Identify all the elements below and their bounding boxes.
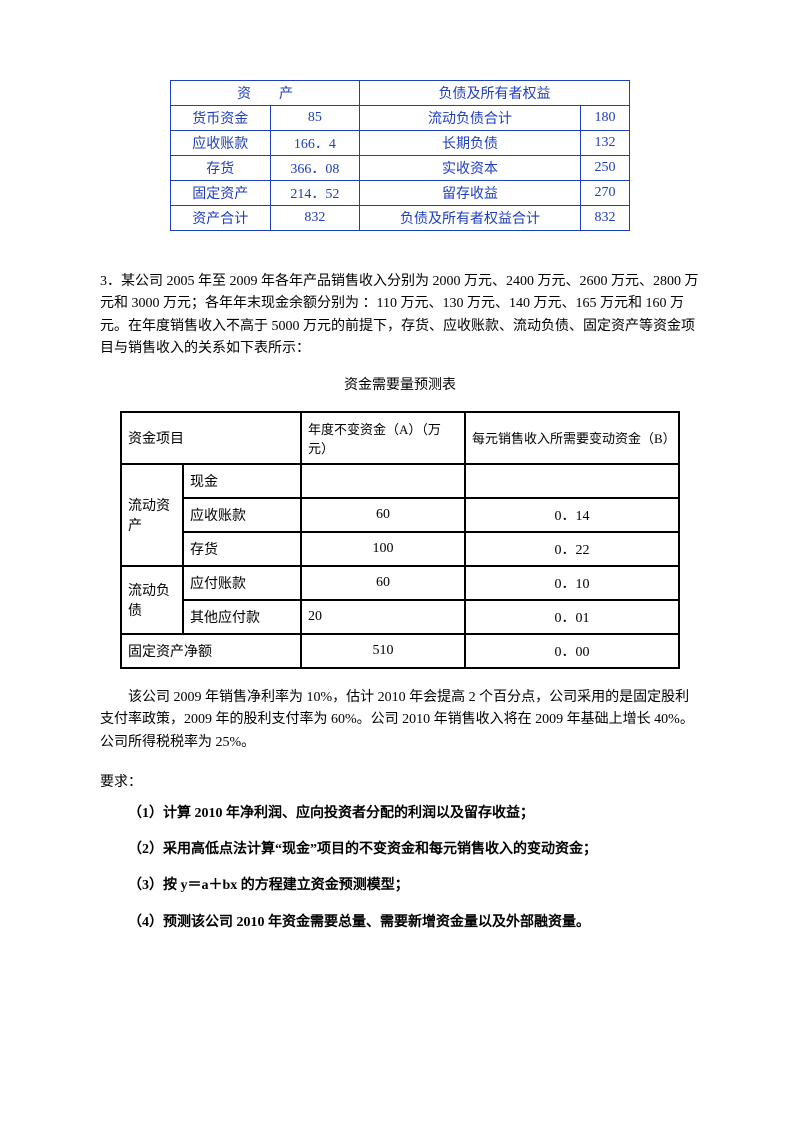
t2-group2: 流动负债 — [122, 567, 182, 633]
t1-header-left: 资 产 — [171, 81, 360, 106]
req-3: （3）按 y＝a＋bx 的方程建立资金预测模型； — [100, 875, 700, 897]
table2-title: 资金需要量预测表 — [100, 375, 700, 397]
requirements-label: 要求： — [100, 772, 700, 794]
req-4: （4）预测该公司 2010 年资金需要总量、需要新增资金量以及外部融资量。 — [100, 912, 700, 934]
balance-sheet-table: 资 产 负债及所有者权益 货币资金 85 流动负债合计 180 应收账款 166… — [170, 80, 630, 231]
t2-col-item: 资金项目 — [122, 413, 300, 463]
t1-header-right: 负债及所有者权益 — [360, 81, 630, 106]
table-row: 流动资产 现金 — [122, 465, 678, 497]
table-row: 流动负债 应付账款 60 0．10 — [122, 567, 678, 599]
table-row: 固定资产净额 510 0．00 — [122, 635, 678, 667]
table-row: 资产合计 832 负债及所有者权益合计 832 — [171, 206, 630, 231]
forecast-table: 资金项目 年度不变资金（A）（万元） 每元销售收入所需要变动资金（B） 流动资产… — [120, 411, 680, 669]
t2-group1: 流动资产 — [122, 465, 182, 565]
table-row: 存货 100 0．22 — [122, 533, 678, 565]
req-1: （1）计算 2010 年净利润、应向投资者分配的利润以及留存收益； — [100, 803, 700, 825]
req-2: （2）采用高低点法计算“现金”项目的不变资金和每元销售收入的变动资金； — [100, 839, 700, 861]
question-3-text: 3．某公司 2005 年至 2009 年各年产品销售收入分别为 2000 万元、… — [100, 271, 700, 361]
table-row: 货币资金 85 流动负债合计 180 — [171, 106, 630, 131]
t2-col-b: 每元销售收入所需要变动资金（B） — [466, 413, 678, 463]
t2-col-a: 年度不变资金（A）（万元） — [302, 413, 464, 463]
paragraph-after-t2: 该公司 2009 年销售净利率为 10%，估计 2010 年会提高 2 个百分点… — [100, 687, 700, 754]
table-row: 固定资产 214．52 留存收益 270 — [171, 181, 630, 206]
table-row: 应收账款 60 0．14 — [122, 499, 678, 531]
table-row: 其他应付款 20 0．01 — [122, 601, 678, 633]
table-row: 存货 366．08 实收资本 250 — [171, 156, 630, 181]
table-row: 应收账款 166．4 长期负债 132 — [171, 131, 630, 156]
